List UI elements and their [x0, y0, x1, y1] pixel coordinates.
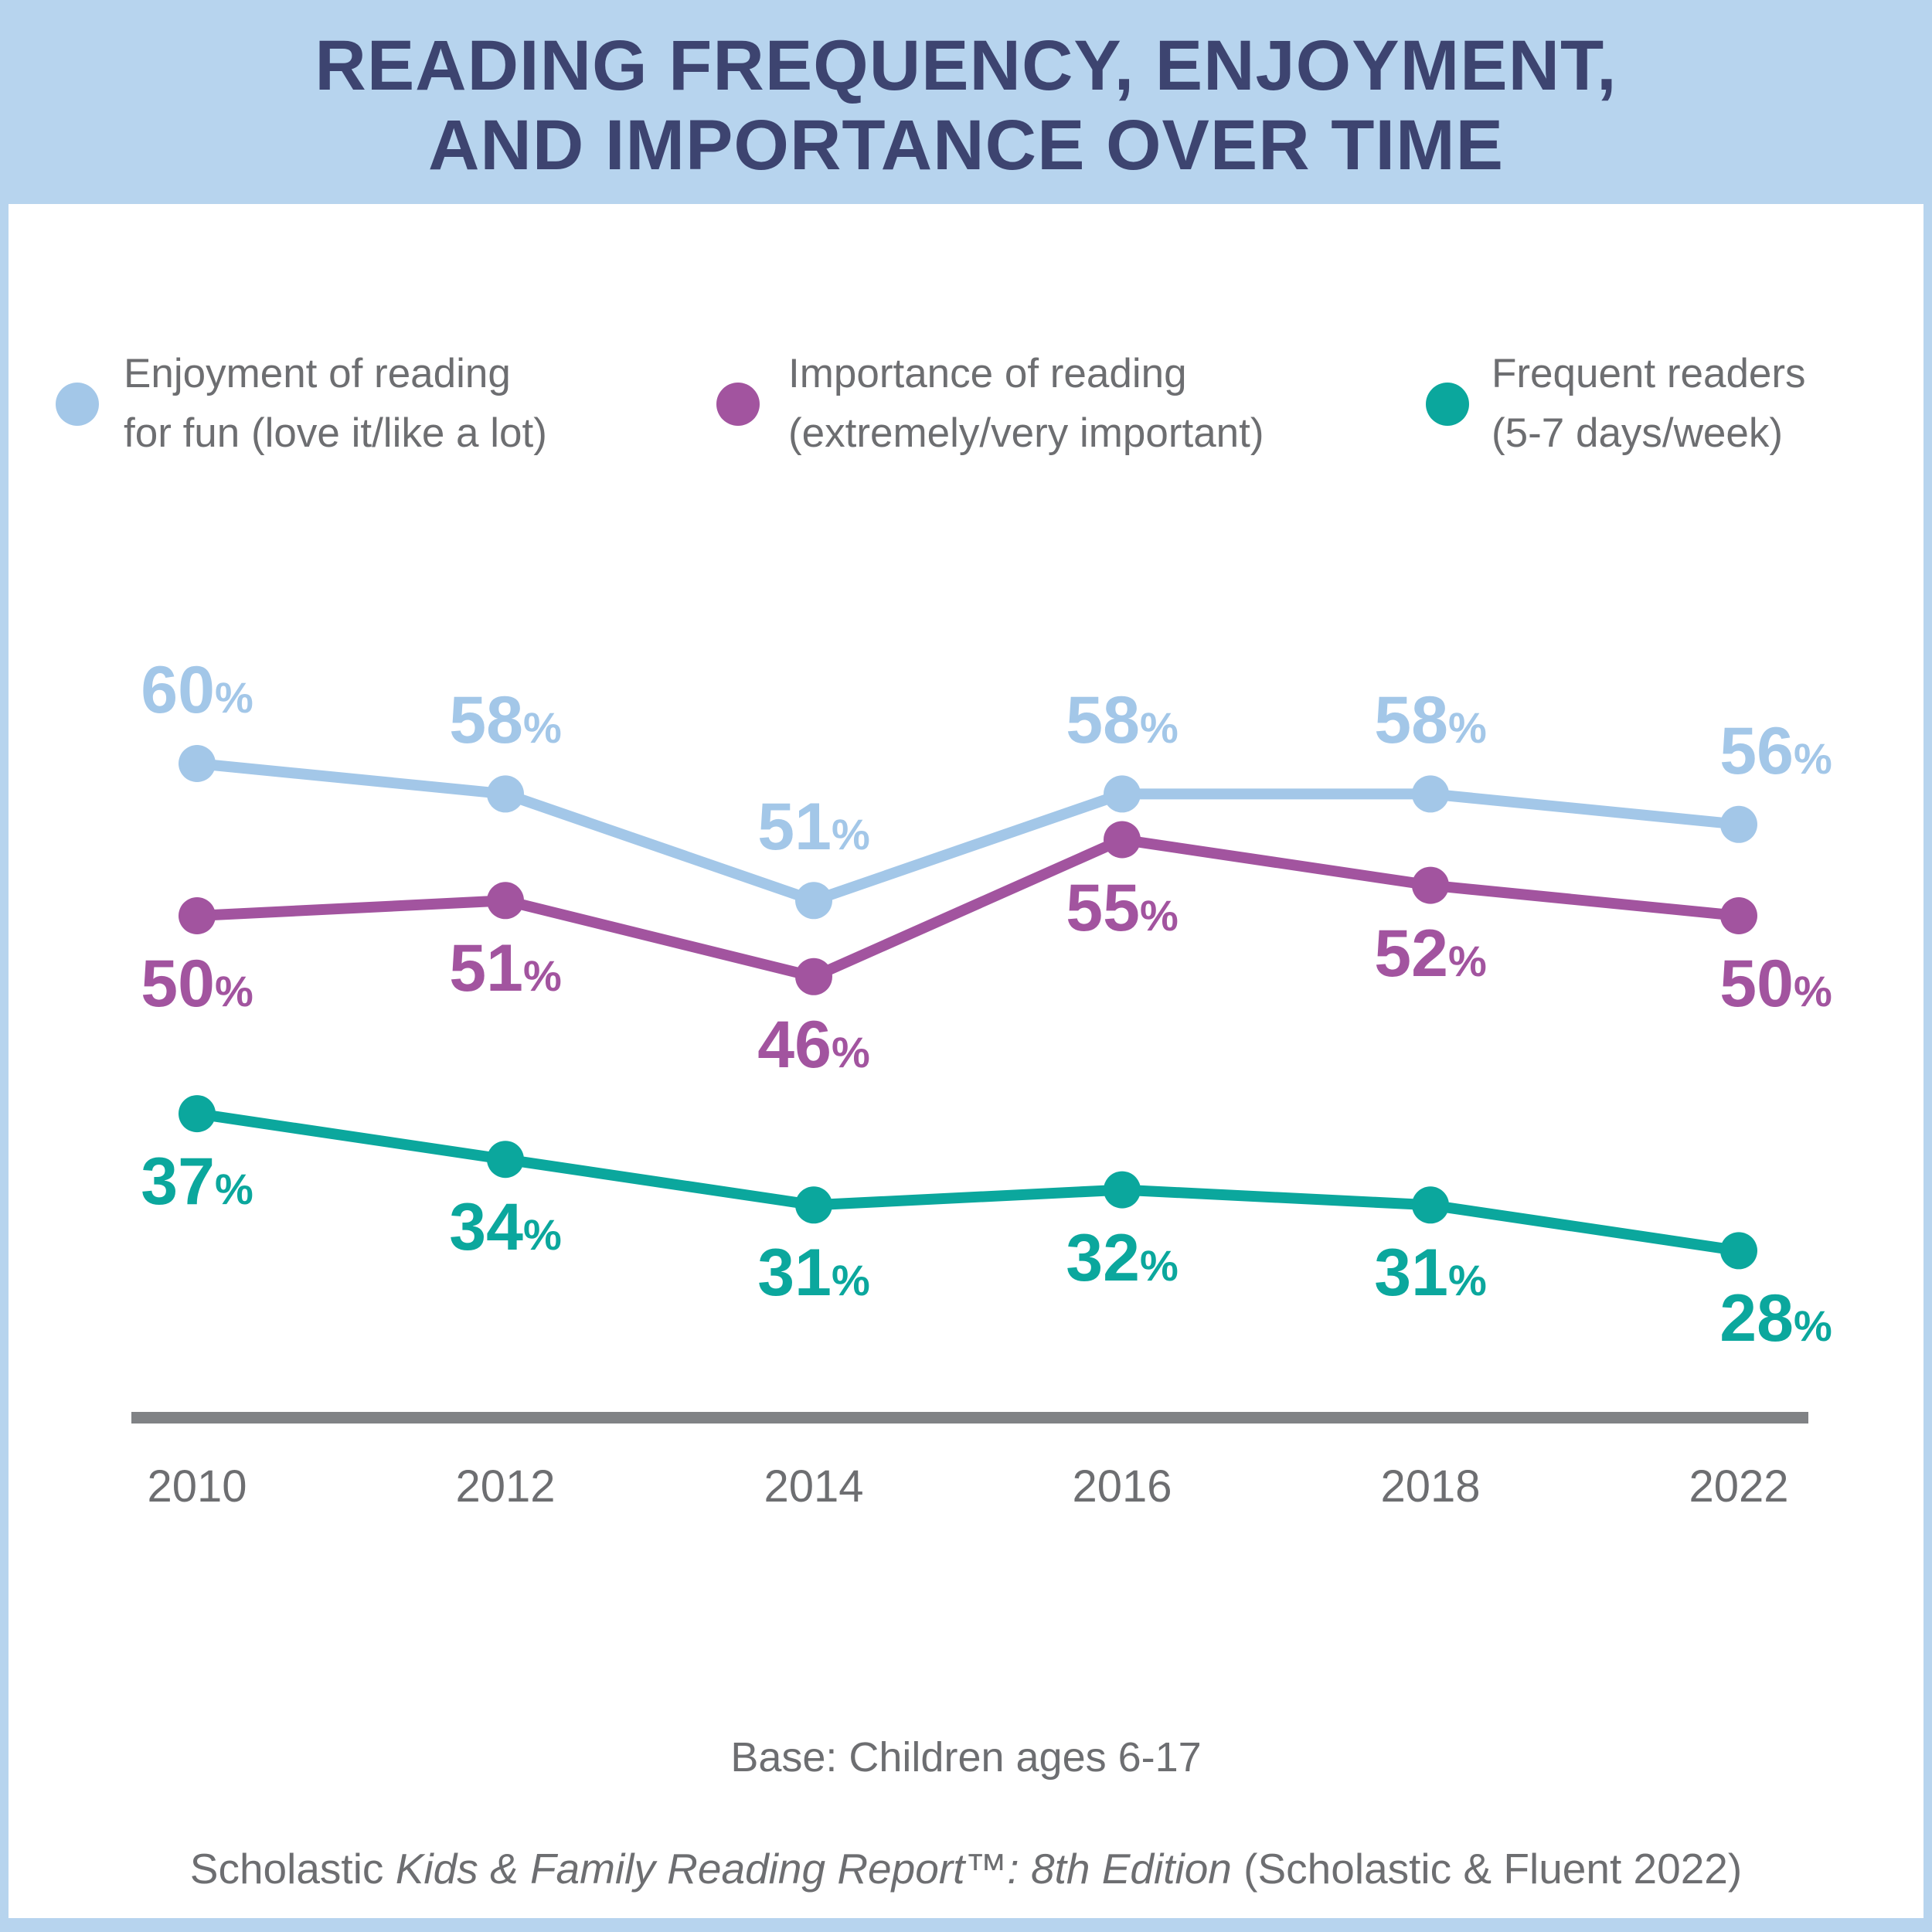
legend-dot-enjoyment [56, 383, 99, 426]
data-point-label: 46% [757, 1007, 870, 1082]
data-point [1412, 866, 1449, 904]
data-point-label: 58% [449, 683, 562, 758]
data-point [1412, 775, 1449, 813]
page-title: READING FREQUENCY, ENJOYMENT, AND IMPORT… [0, 26, 1932, 185]
legend-label-line: Importance of reading [788, 351, 1187, 396]
legend-dot-importance [716, 383, 760, 426]
data-point-label: 34% [449, 1190, 562, 1265]
data-point [795, 882, 832, 920]
x-axis-label: 2018 [1380, 1461, 1481, 1512]
legend-label-frequent-readers: Frequent readers (5-7 days/week) [1492, 344, 1932, 463]
data-point [1720, 897, 1757, 934]
data-point-label: 50% [1719, 947, 1832, 1021]
base-note: Base: Children ages 6-17 [730, 1734, 1202, 1781]
data-point [179, 1095, 216, 1133]
page-title-line-1: READING FREQUENCY, ENJOYMENT, [315, 26, 1617, 105]
source-suffix: (Scholastic & Fluent 2022) [1231, 1845, 1743, 1893]
data-point [179, 745, 216, 782]
data-point-label: 50% [141, 947, 253, 1021]
x-axis-label: 2012 [455, 1461, 556, 1512]
x-axis-line [131, 1412, 1808, 1423]
legend-label-line: (extremely/very important) [788, 410, 1264, 456]
data-point-label: 32% [1066, 1220, 1179, 1295]
data-point-label: 51% [449, 931, 562, 1006]
data-point [1412, 1186, 1449, 1224]
data-point [1104, 1171, 1141, 1209]
series-line [196, 758, 1740, 906]
chart-panel [9, 204, 1923, 1918]
data-point [487, 882, 524, 920]
data-point [1720, 1232, 1757, 1270]
data-point [795, 1186, 832, 1224]
data-point-label: 28% [1719, 1281, 1832, 1356]
legend-label-line: Frequent readers [1492, 351, 1806, 396]
series-line [196, 1108, 1740, 1257]
legend-label-importance: Importance of reading (extremely/very im… [788, 344, 1484, 463]
data-point-label: 58% [1374, 683, 1487, 758]
page-title-line-2: AND IMPORTANCE OVER TIME [427, 106, 1505, 185]
data-point-label: 58% [1066, 683, 1179, 758]
x-axis-label: 2016 [1072, 1461, 1172, 1512]
data-point-label: 55% [1066, 870, 1179, 945]
x-axis-label: 2022 [1689, 1461, 1789, 1512]
data-point-label: 60% [141, 653, 253, 727]
data-point-label: 31% [757, 1236, 870, 1311]
legend-label-line: for fun (love it/like a lot) [124, 410, 547, 456]
data-point-label: 52% [1374, 916, 1487, 991]
series-line [196, 834, 1740, 983]
data-point-label: 31% [1374, 1236, 1487, 1311]
legend-dot-frequent-readers [1426, 383, 1469, 426]
source-report-name: Kids & Family Reading Report™: 8th Editi… [395, 1845, 1232, 1893]
data-point [1104, 775, 1141, 813]
legend-label-line: (5-7 days/week) [1492, 410, 1784, 456]
data-point-label: 51% [757, 790, 870, 865]
source-citation: Scholastic Kids & Family Reading Report™… [0, 1844, 1932, 1893]
source-prefix: Scholastic [189, 1845, 396, 1893]
data-point-label: 37% [141, 1145, 253, 1219]
data-point [487, 1141, 524, 1179]
data-point [179, 897, 216, 934]
data-point [795, 957, 832, 995]
x-axis-label: 2014 [764, 1461, 864, 1512]
data-point [1720, 805, 1757, 843]
data-point-label: 56% [1719, 713, 1832, 788]
data-point [487, 775, 524, 813]
data-point [1104, 821, 1141, 859]
legend-label-enjoyment: Enjoyment of reading for fun (love it/li… [124, 344, 819, 463]
legend-label-line: Enjoyment of reading [124, 351, 511, 396]
x-axis-label: 2010 [147, 1461, 247, 1512]
